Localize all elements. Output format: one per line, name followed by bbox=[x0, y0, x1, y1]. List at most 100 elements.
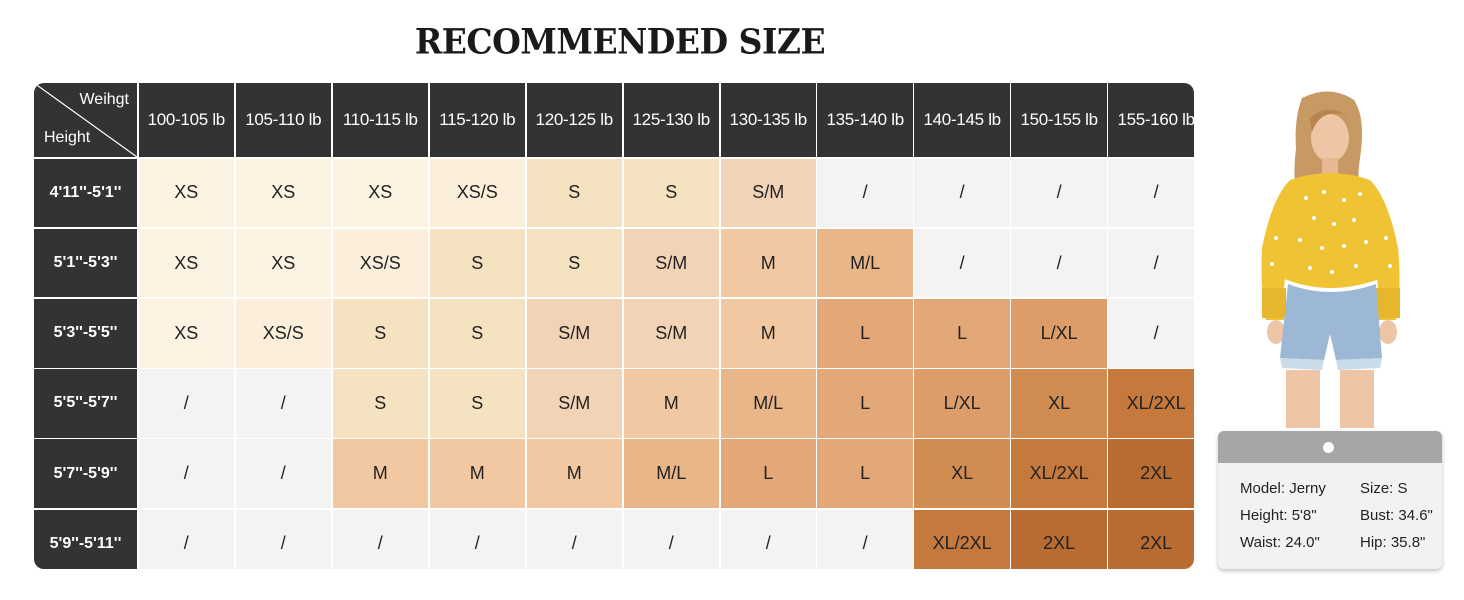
size-cell: M bbox=[623, 369, 719, 438]
weight-header-1: 105-110 lb bbox=[235, 83, 331, 157]
weight-header-6: 130-135 lb bbox=[720, 83, 816, 157]
size-cell: / bbox=[914, 228, 1010, 298]
size-cell: / bbox=[1108, 228, 1194, 298]
weight-header-0: 100-105 lb bbox=[138, 83, 234, 157]
size-cell: XS bbox=[138, 158, 234, 228]
size-cell: / bbox=[138, 509, 234, 569]
diagonal-divider bbox=[34, 83, 137, 157]
height-header-2: 5'3''-5'5'' bbox=[34, 298, 137, 368]
size-cell: XS bbox=[235, 158, 331, 228]
size-cell: S bbox=[526, 158, 622, 228]
corner-header: Weihgt Height bbox=[34, 83, 137, 157]
size-cell: 2XL bbox=[1108, 509, 1194, 569]
size-cell: XL bbox=[1011, 369, 1107, 438]
weight-header-4: 120-125 lb bbox=[526, 83, 622, 157]
size-cell: / bbox=[817, 158, 913, 228]
size-cell: / bbox=[526, 509, 622, 569]
model-photo bbox=[1232, 88, 1428, 428]
size-cell: / bbox=[1011, 158, 1107, 228]
size-cell: M bbox=[720, 298, 816, 368]
size-cell: S/M bbox=[720, 158, 816, 228]
size-grid: Weihgt Height 100-105 lb 105-110 lb 110-11… bbox=[34, 83, 1194, 569]
size-cell: S/M bbox=[526, 369, 622, 438]
size-cell: / bbox=[817, 509, 913, 569]
model-name: Model: Jerny bbox=[1240, 480, 1326, 497]
height-header-0: 4'11''-5'1'' bbox=[34, 158, 137, 228]
size-cell: / bbox=[138, 369, 234, 438]
size-cell: S bbox=[429, 369, 525, 438]
size-cell: S bbox=[332, 369, 428, 438]
height-header-4: 5'7''-5'9'' bbox=[34, 439, 137, 508]
size-cell: / bbox=[1108, 298, 1194, 368]
size-cell: / bbox=[235, 369, 331, 438]
size-cell: M bbox=[332, 439, 428, 508]
weight-header-8: 140-145 lb bbox=[914, 83, 1010, 157]
height-axis-label: Height bbox=[44, 129, 91, 146]
model-size: Size: S bbox=[1360, 480, 1408, 497]
model-info-tag: Model: Jerny Size: S Height: 5'8" Bust: … bbox=[1218, 431, 1442, 569]
size-cell: XS/S bbox=[429, 158, 525, 228]
size-cell: M/L bbox=[720, 369, 816, 438]
size-cell: XL/2XL bbox=[914, 509, 1010, 569]
size-cell: S bbox=[429, 228, 525, 298]
size-cell: L bbox=[817, 439, 913, 508]
weight-header-7: 135-140 lb bbox=[817, 83, 913, 157]
size-cell: L bbox=[720, 439, 816, 508]
size-cell: M/L bbox=[623, 439, 719, 508]
model-height: Height: 5'8" bbox=[1240, 507, 1317, 524]
size-cell: S/M bbox=[623, 228, 719, 298]
size-cell: XS bbox=[138, 228, 234, 298]
size-cell: S/M bbox=[623, 298, 719, 368]
size-cell: S bbox=[332, 298, 428, 368]
size-cell: S/M bbox=[526, 298, 622, 368]
size-cell: / bbox=[914, 158, 1010, 228]
size-cell: XL/2XL bbox=[1108, 369, 1194, 438]
size-cell: / bbox=[332, 509, 428, 569]
size-cell: XS bbox=[332, 158, 428, 228]
weight-axis-label: Weihgt bbox=[79, 91, 129, 108]
height-header-5: 5'9''-5'11'' bbox=[34, 509, 137, 569]
height-header-1: 5'1''-5'3'' bbox=[34, 228, 137, 298]
weight-header-9: 150-155 lb bbox=[1011, 83, 1107, 157]
size-cell: L bbox=[817, 298, 913, 368]
size-cell: L bbox=[914, 298, 1010, 368]
size-cell: M bbox=[720, 228, 816, 298]
weight-header-2: 110-115 lb bbox=[332, 83, 428, 157]
model-illustration bbox=[1261, 91, 1400, 428]
weight-header-10: 155-160 lb bbox=[1108, 83, 1194, 157]
weight-header-5: 125-130 lb bbox=[623, 83, 719, 157]
size-cell: L/XL bbox=[1011, 298, 1107, 368]
size-cell: M/L bbox=[817, 228, 913, 298]
size-chart-table: Weihgt Height 100-105 lb 105-110 lb 110-11… bbox=[34, 83, 1194, 569]
size-cell: S bbox=[429, 298, 525, 368]
chart-title: RECOMMENDED SIZE bbox=[414, 21, 826, 62]
tag-hole-icon bbox=[1323, 442, 1334, 453]
size-cell: 2XL bbox=[1011, 509, 1107, 569]
size-cell: / bbox=[720, 509, 816, 569]
size-cell: L bbox=[817, 369, 913, 438]
size-cell: / bbox=[1011, 228, 1107, 298]
size-cell: / bbox=[429, 509, 525, 569]
tag-header bbox=[1218, 431, 1442, 463]
size-cell: / bbox=[235, 439, 331, 508]
weight-header-3: 115-120 lb bbox=[429, 83, 525, 157]
size-cell: / bbox=[235, 509, 331, 569]
size-cell: 2XL bbox=[1108, 439, 1194, 508]
size-cell: / bbox=[623, 509, 719, 569]
size-cell: / bbox=[138, 439, 234, 508]
size-cell: XL/2XL bbox=[1011, 439, 1107, 508]
size-cell: XS bbox=[138, 298, 234, 368]
model-hip: Hip: 35.8" bbox=[1360, 534, 1426, 551]
size-cell: M bbox=[526, 439, 622, 508]
model-bust: Bust: 34.6" bbox=[1360, 507, 1433, 524]
size-cell: S bbox=[623, 158, 719, 228]
size-cell: XS/S bbox=[235, 298, 331, 368]
model-waist: Waist: 24.0" bbox=[1240, 534, 1320, 551]
size-cell: S bbox=[526, 228, 622, 298]
size-cell: M bbox=[429, 439, 525, 508]
size-cell: XS/S bbox=[332, 228, 428, 298]
size-cell: XS bbox=[235, 228, 331, 298]
size-cell: XL bbox=[914, 439, 1010, 508]
height-header-3: 5'5''-5'7'' bbox=[34, 369, 137, 438]
size-cell: / bbox=[1108, 158, 1194, 228]
